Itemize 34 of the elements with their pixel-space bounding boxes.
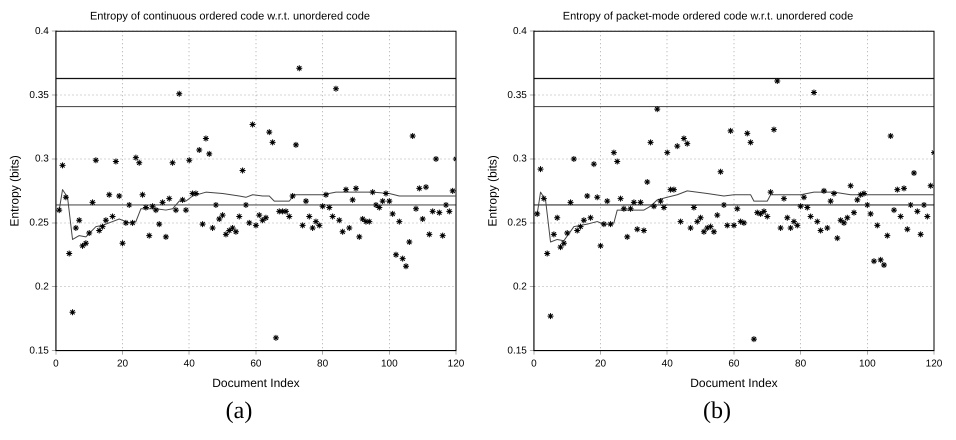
y-tick-label: 0.2 xyxy=(512,281,528,292)
x-tick-label: 20 xyxy=(594,358,607,370)
y-tick-label: 0.4 xyxy=(512,26,528,37)
y-tick-label: 0.3 xyxy=(512,154,528,165)
text: (a) xyxy=(224,398,254,425)
chart-title: Entropy of continuous ordered code w.r.t. unordered code xyxy=(90,10,370,23)
x-tick-label: 80 xyxy=(317,358,329,370)
x-tick-label: 120 xyxy=(448,358,465,370)
x-tick-label: 60 xyxy=(728,358,740,370)
y-axis-title: Entropy (bits) xyxy=(8,155,22,227)
x-tick-label: 120 xyxy=(926,358,943,370)
text: (b) xyxy=(702,398,732,425)
x-axis-title: Document Index xyxy=(212,376,300,390)
y-tick-label: 0.2 xyxy=(34,281,50,292)
x-axis-title: Document Index xyxy=(690,376,778,390)
x-tick-label: 100 xyxy=(380,358,398,370)
x-tick-label: 80 xyxy=(795,358,807,370)
y-axis-title: Entropy (bits) xyxy=(486,155,500,227)
y-tick-label: 0.25 xyxy=(507,218,528,229)
y-tick-label: 0.35 xyxy=(29,90,50,101)
y-tick-label: 0.4 xyxy=(34,26,50,37)
x-tick-label: 40 xyxy=(662,358,674,370)
y-tick-label: 0.25 xyxy=(29,218,50,229)
x-tick-label: 20 xyxy=(116,358,129,370)
chart-title: Entropy of packet-mode ordered code w.r.t. unordered code xyxy=(562,10,854,23)
x-tick-label: 60 xyxy=(250,358,262,370)
y-tick-label: 0.15 xyxy=(507,345,528,356)
y-tick-label: 0.15 xyxy=(29,345,50,356)
y-tick-label: 0.35 xyxy=(507,90,528,101)
x-tick-label: 100 xyxy=(858,358,876,370)
x-tick-label: 40 xyxy=(184,358,196,370)
x-tick-label: 0 xyxy=(531,358,538,370)
y-tick-label: 0.3 xyxy=(34,154,50,165)
x-tick-label: 0 xyxy=(53,358,60,370)
